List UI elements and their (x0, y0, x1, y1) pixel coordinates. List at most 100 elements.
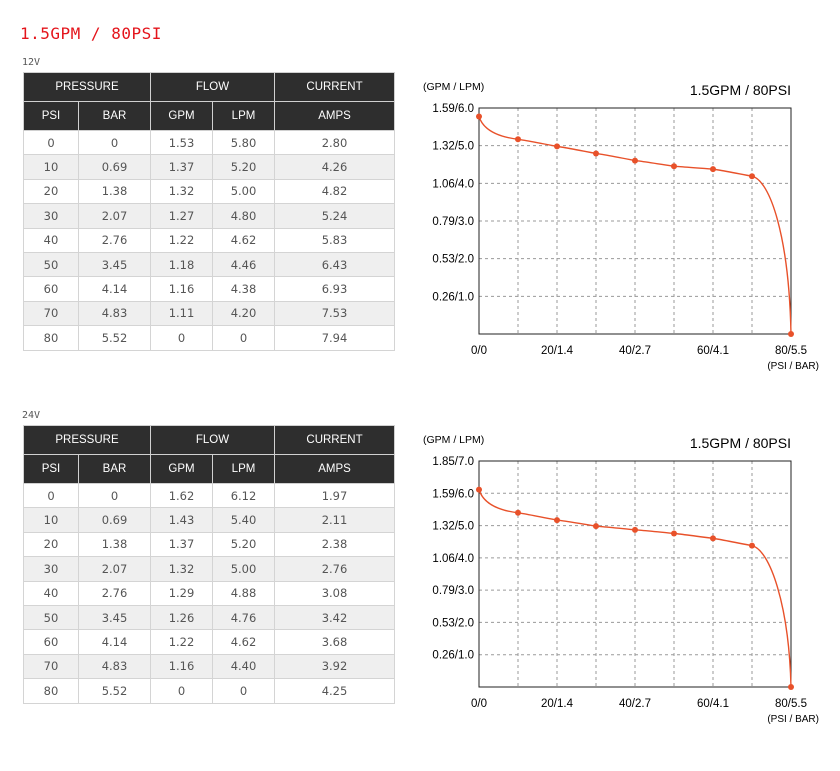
subheader-bar: BAR (78, 101, 151, 131)
table-row: 0 0 1.53 5.80 2.80 (23, 129, 396, 156)
cell-gpm: 1.27 (150, 203, 213, 229)
cell-bar: 0.69 (78, 154, 151, 180)
header-current: CURRENT (274, 425, 396, 455)
cell-gpm: 1.37 (150, 154, 213, 180)
x-tick-label: 80/5.5 (775, 698, 807, 710)
cell-lpm: 4.80 (211, 203, 276, 229)
cell-amps: 3.42 (274, 604, 396, 631)
data-point (593, 523, 599, 530)
cell-bar: 5.52 (78, 325, 151, 351)
cell-gpm: 0 (150, 678, 213, 704)
cell-amps: 2.80 (274, 129, 396, 156)
header-flow: FLOW (149, 72, 276, 102)
cell-amps: 4.25 (274, 678, 396, 704)
x-tick-label: 40/2.7 (619, 698, 651, 710)
cell-bar: 2.07 (78, 556, 151, 582)
y-axis-label: (GPM / LPM) (423, 434, 484, 446)
cell-gpm: 1.43 (150, 507, 213, 533)
cell-lpm: 5.00 (211, 178, 276, 205)
cell-gpm: 1.62 (150, 482, 213, 509)
y-tick-label: 0.79/3.0 (432, 585, 474, 597)
cell-bar: 2.76 (78, 227, 151, 253)
cell-psi: 30 (23, 203, 79, 229)
y-tick-label: 0.79/3.0 (432, 216, 474, 228)
flow-chart-12v: (GPM / LPM) 1.5GPM / 80PSI (PSI / BAR) 0.26… (420, 78, 820, 378)
cell-psi: 80 (23, 678, 79, 704)
x-tick-label: 80/5.5 (775, 345, 807, 357)
cell-psi: 50 (23, 604, 79, 631)
cell-psi: 40 (23, 227, 79, 253)
cell-gpm: 1.22 (150, 629, 213, 655)
cell-lpm: 4.20 (211, 300, 276, 327)
cell-bar: 0 (78, 482, 151, 509)
x-tick-label: 20/1.4 (541, 345, 574, 357)
cell-bar: 1.38 (78, 178, 151, 205)
plot-frame (478, 107, 792, 335)
y-tick-label: 1.59/6.0 (432, 103, 474, 115)
cell-lpm: 0 (211, 325, 276, 351)
cell-lpm: 0 (211, 678, 276, 704)
cell-lpm: 6.12 (211, 482, 276, 509)
cell-lpm: 4.76 (211, 604, 276, 631)
subheader-gpm: GPM (150, 454, 213, 484)
cell-psi: 10 (23, 507, 79, 533)
y-tick-label: 0.26/1.0 (432, 650, 474, 662)
cell-amps: 2.76 (274, 556, 396, 582)
y-tick-label: 0.53/2.0 (432, 254, 474, 266)
chart-svg: (GPM / LPM) 1.5GPM / 80PSI (PSI / BAR) 0.26… (423, 434, 819, 725)
y-tick-label: 0.26/1.0 (432, 291, 474, 303)
cell-lpm: 4.62 (211, 227, 276, 253)
table-row: 10 0.69 1.37 5.20 4.26 (23, 154, 396, 180)
cell-psi: 30 (23, 556, 79, 582)
table-row: 40 2.76 1.22 4.62 5.83 (23, 227, 396, 253)
y-tick-label: 1.59/6.0 (432, 488, 474, 500)
cell-psi: 70 (23, 300, 79, 327)
data-point (710, 535, 716, 542)
cell-amps: 6.43 (274, 251, 396, 278)
header-pressure: PRESSURE (23, 425, 151, 455)
cell-amps: 2.11 (274, 507, 396, 533)
cell-bar: 0.69 (78, 507, 151, 533)
cell-amps: 7.94 (274, 325, 396, 351)
cell-bar: 5.52 (78, 678, 151, 704)
cell-gpm: 1.26 (150, 604, 213, 631)
x-axis-label: (PSI / BAR) (767, 714, 819, 725)
cell-bar: 4.14 (78, 629, 151, 655)
y-tick-label: 1.32/5.0 (432, 141, 474, 153)
y-tick-label: 1.85/7.0 (432, 456, 474, 468)
voltage-label-12v: 12V (22, 57, 41, 68)
cell-lpm: 4.40 (211, 653, 276, 680)
cell-gpm: 1.32 (150, 556, 213, 582)
cell-psi: 70 (23, 653, 79, 680)
data-point (554, 517, 560, 524)
subheader-psi: PSI (23, 454, 79, 484)
table-row: 40 2.76 1.29 4.88 3.08 (23, 580, 396, 606)
spec-table-12v: PRESSURE FLOW CURRENT PSI BAR GPM LPM AM… (23, 72, 396, 351)
data-point (749, 173, 755, 180)
y-tick-label: 1.06/4.0 (432, 553, 474, 565)
chart-title: 1.5GPM / 80PSI (690, 82, 791, 98)
cell-gpm: 1.16 (150, 653, 213, 680)
cell-psi: 40 (23, 580, 79, 606)
subheader-amps: AMPS (274, 454, 396, 484)
cell-bar: 4.83 (78, 300, 151, 327)
cell-lpm: 5.40 (211, 507, 276, 533)
cell-lpm: 4.46 (211, 251, 276, 278)
cell-amps: 4.26 (274, 154, 396, 180)
cell-amps: 5.24 (274, 203, 396, 229)
table-row: 30 2.07 1.32 5.00 2.76 (23, 556, 396, 582)
subheader-bar: BAR (78, 454, 151, 484)
cell-gpm: 1.22 (150, 227, 213, 253)
table-row: 30 2.07 1.27 4.80 5.24 (23, 203, 396, 229)
cell-psi: 80 (23, 325, 79, 351)
cell-amps: 3.68 (274, 629, 396, 655)
data-point (671, 530, 677, 537)
x-tick-label: 20/1.4 (541, 698, 574, 710)
table-row: 50 3.45 1.26 4.76 3.42 (23, 604, 396, 631)
subheader-psi: PSI (23, 101, 79, 131)
cell-gpm: 1.37 (150, 531, 213, 558)
table-row: 10 0.69 1.43 5.40 2.11 (23, 507, 396, 533)
data-point (554, 143, 560, 150)
cell-lpm: 4.62 (211, 629, 276, 655)
cell-bar: 3.45 (78, 251, 151, 278)
